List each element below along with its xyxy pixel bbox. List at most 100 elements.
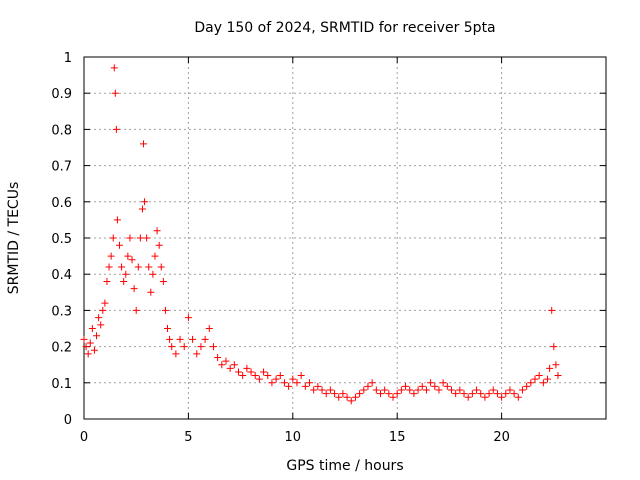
data-point: [452, 390, 460, 398]
y-tick-label: 0.7: [51, 160, 72, 175]
data-point: [251, 372, 259, 380]
data-point: [103, 277, 111, 285]
data-point: [381, 386, 389, 394]
data-point: [97, 321, 105, 329]
data-point: [86, 339, 94, 347]
data-point: [523, 382, 531, 390]
data-point: [343, 393, 351, 401]
data-point: [239, 372, 247, 380]
data-point: [176, 335, 184, 343]
data-point: [126, 234, 134, 242]
data-point: [230, 361, 238, 369]
data-point: [209, 343, 217, 351]
data-point: [193, 350, 201, 358]
data-point: [201, 335, 209, 343]
data-point: [264, 372, 272, 380]
data-point: [218, 361, 226, 369]
data-point: [168, 343, 176, 351]
data-point: [90, 346, 98, 354]
data-point: [552, 361, 560, 369]
data-point: [318, 386, 326, 394]
data-point: [331, 390, 339, 398]
y-tick-label: 0.9: [51, 87, 72, 102]
data-point: [88, 325, 96, 332]
y-tick-label: 0.2: [51, 341, 72, 356]
data-point: [155, 241, 163, 249]
y-tick-label: 0.5: [51, 232, 72, 247]
data-point: [101, 299, 109, 307]
data-point: [322, 390, 330, 398]
data-point: [443, 382, 451, 390]
data-point: [255, 375, 263, 383]
y-tick-label: 0.8: [51, 123, 72, 138]
data-point: [147, 288, 155, 296]
data-point: [99, 306, 107, 314]
data-point: [93, 332, 101, 340]
data-point: [260, 368, 268, 376]
x-tick-label: 0: [80, 430, 88, 445]
data-point: [422, 386, 430, 394]
data-point: [554, 372, 562, 380]
data-point: [306, 379, 314, 387]
data-point: [118, 263, 126, 271]
data-point: [427, 379, 435, 387]
data-point: [368, 379, 376, 387]
data-point: [477, 390, 485, 398]
data-point: [247, 368, 255, 376]
x-tick-label: 15: [389, 430, 406, 445]
data-point: [113, 216, 121, 224]
data-point: [80, 335, 88, 343]
data-point: [418, 382, 426, 390]
data-point: [550, 343, 558, 351]
data-point: [473, 386, 481, 394]
data-point: [140, 140, 148, 148]
data-point: [402, 382, 410, 390]
data-point: [464, 393, 472, 401]
data-point: [431, 382, 439, 390]
data-point: [141, 198, 149, 206]
data-point: [151, 252, 159, 260]
data-point: [351, 393, 359, 401]
data-point: [120, 277, 128, 285]
data-point: [393, 390, 401, 398]
data-point: [166, 335, 174, 343]
data-point: [197, 343, 205, 351]
data-point: [272, 375, 280, 383]
data-point: [110, 64, 118, 72]
grid-lines: [84, 57, 606, 419]
data-point: [205, 325, 213, 332]
data-point: [410, 390, 418, 398]
data-point: [372, 386, 380, 394]
y-tick-label: 0.4: [51, 268, 72, 283]
data-point: [285, 382, 293, 390]
data-point: [276, 372, 284, 380]
data-points: [80, 64, 562, 405]
data-point: [111, 89, 119, 97]
data-point: [105, 263, 113, 271]
data-point: [514, 393, 522, 401]
data-point: [280, 379, 288, 387]
data-point: [546, 364, 554, 372]
data-point: [460, 390, 468, 398]
data-point: [510, 390, 518, 398]
data-point: [301, 382, 309, 390]
data-point: [134, 263, 142, 271]
data-point: [159, 277, 167, 285]
y-tick-label: 1: [64, 51, 72, 66]
x-tick-label: 10: [285, 430, 302, 445]
data-point: [84, 350, 92, 358]
axis-ticks: 00.10.20.30.40.50.60.70.80.910 5 10 15 20: [51, 51, 606, 445]
data-point: [535, 372, 543, 380]
data-point: [518, 386, 526, 394]
data-point: [376, 390, 384, 398]
data-point: [498, 393, 506, 401]
data-point: [439, 379, 447, 387]
y-tick-label: 0: [64, 413, 72, 428]
data-point: [289, 375, 297, 383]
data-point: [339, 390, 347, 398]
data-point: [153, 227, 161, 235]
data-point: [143, 234, 151, 242]
data-point: [107, 252, 115, 260]
data-point: [297, 372, 305, 380]
